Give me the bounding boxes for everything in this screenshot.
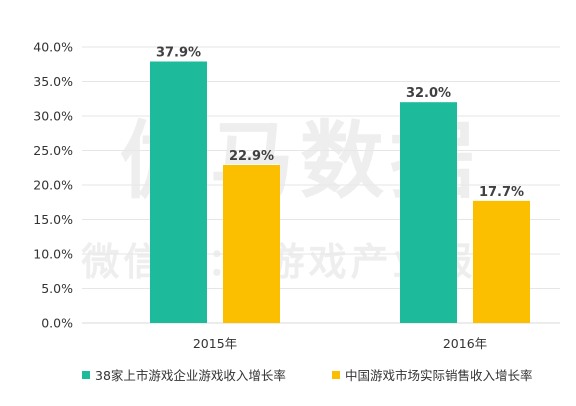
legend-swatch: [332, 371, 340, 379]
legend-label: 38家上市游戏企业游戏收入增长率: [95, 368, 286, 383]
legend-swatch: [82, 371, 90, 379]
data-label: 37.9%: [156, 45, 201, 60]
x-tick-label: 2016年: [443, 336, 487, 351]
data-label: 17.7%: [479, 185, 524, 200]
bar: [400, 102, 457, 323]
y-tick-label: 10.0%: [33, 247, 73, 262]
x-axis-ticks: 2015年 2016年: [193, 336, 487, 351]
y-axis-ticks: 0.0% 5.0% 10.0% 15.0% 20.0% 25.0% 30.0% 35.0% 40…: [33, 40, 73, 331]
bar: [223, 164, 280, 323]
y-tick-label: 35.0%: [33, 74, 73, 89]
y-tick-label: 30.0%: [33, 109, 73, 124]
y-tick-label: 5.0%: [41, 281, 73, 296]
y-tick-label: 25.0%: [33, 143, 73, 158]
x-tick-label: 2015年: [193, 336, 237, 351]
bar: [473, 200, 530, 323]
data-labels: 37.9% 22.9% 32.0% 17.7%: [156, 45, 524, 199]
legend: 38家上市游戏企业游戏收入增长率 中国游戏市场实际销售收入增长率: [82, 368, 533, 383]
data-label: 32.0%: [406, 86, 451, 101]
legend-label: 中国游戏市场实际销售收入增长率: [345, 368, 533, 383]
y-tick-label: 20.0%: [33, 178, 73, 193]
bars: [150, 61, 530, 324]
y-tick-label: 0.0%: [41, 316, 73, 331]
y-tick-label: 40.0%: [33, 40, 73, 55]
bar: [150, 61, 207, 324]
data-label: 22.9%: [229, 149, 274, 164]
y-tick-label: 15.0%: [33, 212, 73, 227]
